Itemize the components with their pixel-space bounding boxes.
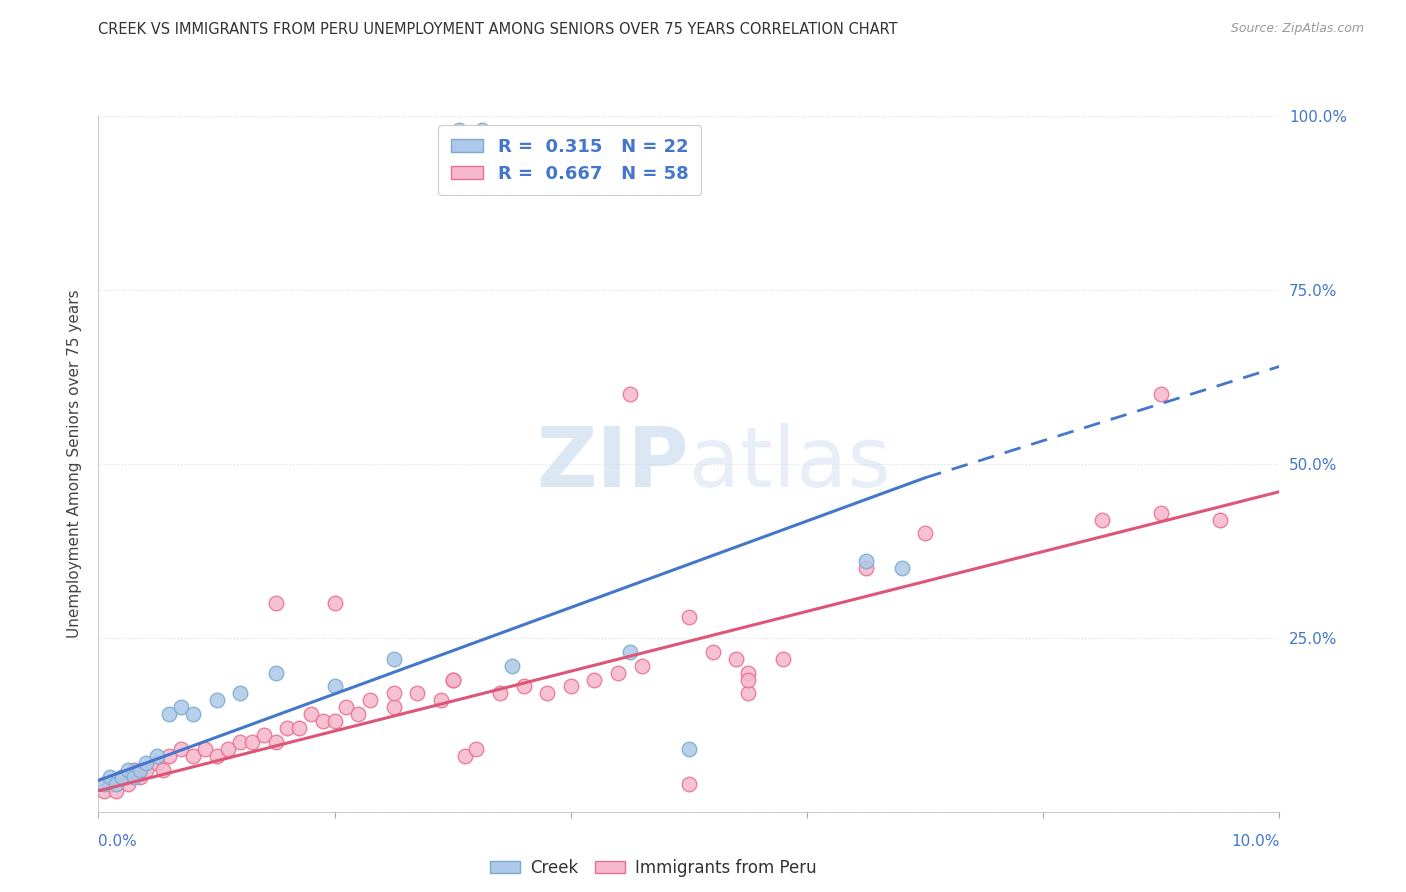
Point <box>229 735 252 749</box>
Point <box>855 554 877 568</box>
Y-axis label: Unemployment Among Seniors over 75 years: Unemployment Among Seniors over 75 years <box>67 290 83 638</box>
Point <box>607 665 630 680</box>
Point <box>194 742 217 756</box>
Point <box>135 756 157 770</box>
Point <box>702 645 724 659</box>
Point <box>489 686 512 700</box>
Text: CREEK VS IMMIGRANTS FROM PERU UNEMPLOYMENT AMONG SENIORS OVER 75 YEARS CORRELATI: CREEK VS IMMIGRANTS FROM PERU UNEMPLOYME… <box>98 22 898 37</box>
Point <box>382 651 405 665</box>
Point <box>105 784 128 798</box>
Point <box>323 596 346 610</box>
Point <box>217 742 239 756</box>
Point <box>117 763 139 777</box>
Legend: Creek, Immigrants from Peru: Creek, Immigrants from Peru <box>484 852 824 883</box>
Point <box>152 763 174 777</box>
Text: 0.0%: 0.0% <box>98 834 138 849</box>
Point <box>170 742 193 756</box>
Point <box>512 680 534 694</box>
Text: atlas: atlas <box>689 424 890 504</box>
Point <box>447 123 470 137</box>
Point <box>253 728 276 742</box>
Point <box>465 742 488 756</box>
Point <box>105 777 128 791</box>
Point <box>560 680 582 694</box>
Point <box>128 763 150 777</box>
Point <box>323 680 346 694</box>
Point <box>288 721 311 735</box>
Point <box>98 777 121 791</box>
Point <box>170 700 193 714</box>
Point <box>347 707 370 722</box>
Point <box>93 784 115 798</box>
Point <box>536 686 558 700</box>
Text: Source: ZipAtlas.com: Source: ZipAtlas.com <box>1230 22 1364 36</box>
Point <box>146 749 169 764</box>
Point <box>93 777 115 791</box>
Point <box>229 686 252 700</box>
Point <box>157 707 180 722</box>
Point <box>181 749 204 764</box>
Point <box>1209 512 1232 526</box>
Point <box>430 693 453 707</box>
Text: 10.0%: 10.0% <box>1232 834 1279 849</box>
Text: ZIP: ZIP <box>537 424 689 504</box>
Point <box>111 770 134 784</box>
Point <box>914 526 936 541</box>
Point <box>312 714 335 729</box>
Point <box>737 665 759 680</box>
Point <box>181 707 204 722</box>
Point <box>678 777 700 791</box>
Point <box>264 735 287 749</box>
Point <box>128 770 150 784</box>
Point <box>583 673 606 687</box>
Point <box>772 651 794 665</box>
Point <box>441 673 464 687</box>
Point <box>205 693 228 707</box>
Point <box>441 673 464 687</box>
Point <box>737 673 759 687</box>
Point <box>146 756 169 770</box>
Point <box>1091 512 1114 526</box>
Point <box>737 686 759 700</box>
Point <box>1150 506 1173 520</box>
Point <box>453 749 475 764</box>
Point <box>501 658 523 673</box>
Point <box>382 700 405 714</box>
Point <box>117 777 139 791</box>
Point <box>122 763 145 777</box>
Point <box>725 651 748 665</box>
Point <box>264 665 287 680</box>
Point <box>276 721 298 735</box>
Point <box>264 596 287 610</box>
Point <box>335 700 357 714</box>
Point <box>299 707 322 722</box>
Point <box>471 123 494 137</box>
Point <box>157 749 180 764</box>
Point <box>359 693 381 707</box>
Point <box>890 561 912 575</box>
Point <box>678 742 700 756</box>
Point <box>855 561 877 575</box>
Point <box>678 610 700 624</box>
Point <box>240 735 263 749</box>
Point <box>135 763 157 777</box>
Point <box>98 770 121 784</box>
Point <box>619 387 641 401</box>
Point <box>382 686 405 700</box>
Point <box>205 749 228 764</box>
Point <box>122 770 145 784</box>
Point <box>1150 387 1173 401</box>
Point <box>406 686 429 700</box>
Point <box>111 770 134 784</box>
Point <box>323 714 346 729</box>
Point <box>619 645 641 659</box>
Point <box>630 658 652 673</box>
